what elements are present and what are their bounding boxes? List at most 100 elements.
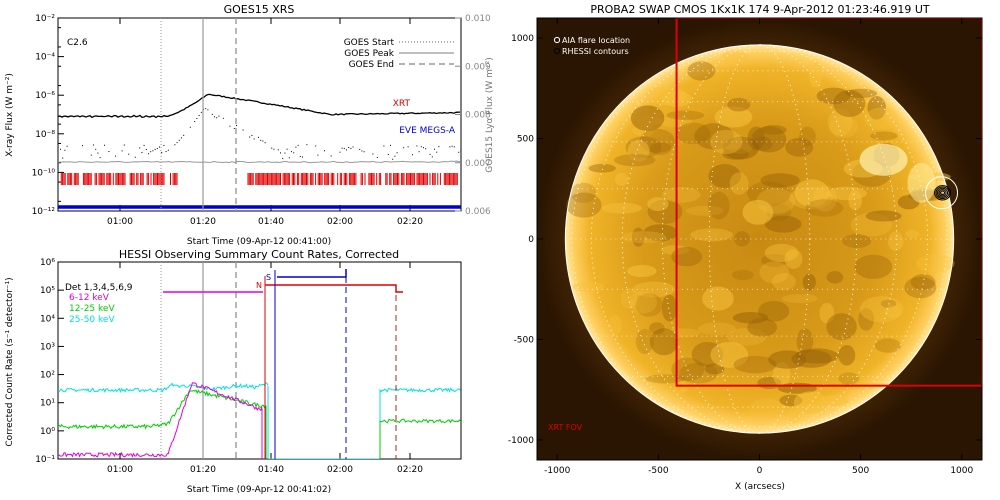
solar-texture-blob [793, 391, 828, 415]
solar-texture-blob [905, 229, 920, 239]
solar-texture-blob [625, 136, 662, 159]
goes-short-point [95, 148, 97, 150]
solar-texture-blob [658, 116, 692, 128]
rhessi-contour [937, 187, 949, 198]
goes-short-point [123, 144, 125, 146]
solar-texture-blob [888, 231, 904, 252]
solar-texture-blob [859, 296, 904, 323]
solar-texture-blob [702, 286, 734, 311]
goes-short-point [251, 134, 253, 136]
goes-short-point [82, 145, 83, 147]
goes-short-point [394, 155, 396, 157]
goes-short-point [420, 146, 422, 148]
goes-x-tick-label: 01:40 [258, 217, 284, 227]
solar-texture-blob [749, 398, 786, 420]
goes-y-tick-label: 10⁻⁴ [35, 53, 55, 63]
goes-short-point [372, 153, 374, 155]
goes-short-point [108, 151, 110, 153]
solar-texture-blob [904, 276, 937, 299]
solar-texture [565, 50, 955, 424]
goes-short-point [284, 152, 286, 154]
solar-texture-blob [614, 172, 629, 186]
goes-short-point [434, 148, 435, 150]
goes-short-point [317, 154, 319, 156]
solar-texture-blob [799, 126, 816, 147]
legend-goes-peak: GOES Peak [344, 49, 394, 59]
goes-short-point [174, 144, 176, 146]
xrt-annotation: XRT [393, 99, 411, 109]
solar-texture-blob [731, 269, 754, 281]
legend-6-12kev: 6-12 keV [69, 293, 110, 303]
solar-texture-blob [714, 106, 753, 128]
solar-texture-blob [733, 356, 777, 374]
goes-short-point [148, 153, 149, 155]
solar-texture-blob [631, 227, 645, 247]
solar-texture-blob [628, 291, 657, 314]
hessi-y-tick-label: 10⁶ [40, 258, 55, 268]
solar-texture-blob [870, 131, 898, 141]
grid-longitude [590, 44, 929, 434]
solar-texture-blob [779, 394, 803, 407]
swap-title: PROBA2 SWAP CMOS 1Kx1K 174 9-Apr-2012 01… [590, 3, 930, 16]
goes-short-point [293, 152, 295, 154]
goes-short-point [253, 138, 255, 140]
solar-texture-blob [816, 87, 851, 105]
solar-texture-blob [601, 202, 642, 214]
hessi-x-tick-label: 01:00 [107, 465, 133, 475]
legend-goes-end: GOES End [349, 60, 394, 70]
hessi-plot-frame [57, 261, 462, 460]
hessi-y-tick-label: 10⁴ [40, 314, 55, 324]
hessi-x-tick-label: 01:20 [190, 465, 216, 475]
goes-short-point [200, 111, 202, 113]
goes-short-point [196, 118, 198, 120]
goes-short-point [167, 149, 169, 151]
goes-y2-tick-label: 0.010 [465, 14, 491, 24]
goes-short-point [218, 115, 220, 117]
swap-panel: PROBA2 SWAP CMOS 1Kx1K 174 9-Apr-2012 01… [508, 3, 983, 492]
solar-texture-blob [759, 261, 790, 284]
solar-texture-blob [647, 197, 669, 212]
legend-rhessi-contours: RHESSI contours [562, 47, 629, 56]
goes-long-line [58, 93, 461, 119]
solar-texture-blob [845, 88, 878, 98]
hessi-ylabel: Corrected Count Rate (s⁻¹ detector⁻¹) [5, 277, 15, 446]
goes-short-point [222, 117, 224, 119]
goes-short-point [260, 139, 262, 141]
solar-texture-blob [848, 190, 862, 211]
goes-y-tick-label: 10⁻² [35, 14, 55, 24]
goes-short-point [348, 146, 350, 148]
goes-short-point [205, 108, 207, 110]
rhessi-contour [940, 190, 946, 196]
goes-short-point [214, 116, 215, 118]
solar-texture-blob [854, 254, 893, 279]
goes-short-point [62, 157, 64, 159]
goes-short-point [412, 154, 413, 156]
goes-short-point [163, 144, 165, 146]
solar-texture-blob [704, 363, 725, 375]
goes-short-point [324, 150, 325, 152]
goes-short-point [383, 145, 385, 147]
goes-short-point [416, 145, 418, 147]
goes-short-point [134, 156, 136, 158]
goes-short-point [233, 128, 235, 130]
solar-texture-blob [751, 136, 773, 151]
goes-short-point [90, 154, 92, 156]
goes-short-point [396, 152, 398, 154]
goes-short-point [302, 156, 303, 158]
hessi-y-tick-label: 10⁰ [40, 427, 55, 437]
goes-short-point [392, 158, 394, 160]
solar-limb [564, 44, 955, 434]
hessi-y-axis: 10⁶ 10⁵ 10⁴ 10³ 10² 10¹ 10⁰ 10⁻¹ [35, 258, 64, 465]
goes-y-tick-label: 10⁻⁸ [35, 130, 55, 140]
solar-texture-blob [649, 328, 679, 356]
legend-detectors: Det 1,3,4,5,6,9 [65, 283, 133, 293]
goes-ylabel: X-ray Flux (W m⁻²) [5, 73, 15, 157]
solar-texture-blob [829, 115, 859, 139]
active-region [907, 162, 936, 203]
goes-short-point [262, 140, 264, 142]
legend-25-50kev: 25-50 keV [69, 315, 115, 325]
rhessi-contour [938, 189, 947, 197]
swap-x-tick-label: 500 [852, 466, 869, 476]
solar-texture-blob [729, 172, 749, 195]
